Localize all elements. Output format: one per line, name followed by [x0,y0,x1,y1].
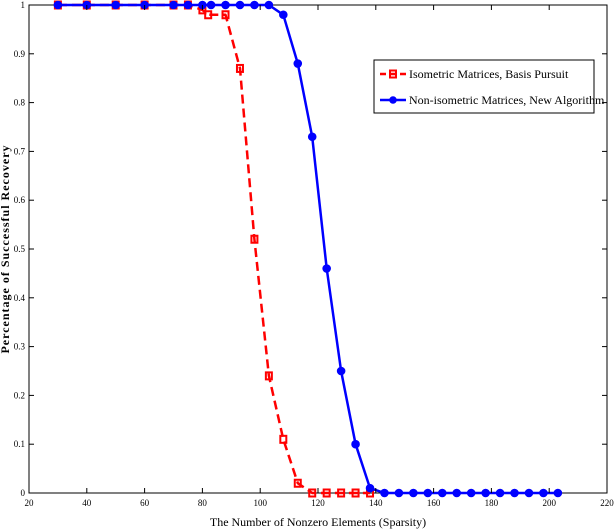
data-point-square [351,488,360,498]
data-point-circle [437,488,447,498]
x-tick-label: 100 [253,498,267,508]
x-tick-label: 40 [82,498,92,508]
legend-marker-square [389,69,397,79]
data-point-circle [394,488,404,498]
y-tick-label: 0.6 [14,195,26,205]
legend-label: Isometric Matrices, Basis Pursuit [409,67,569,81]
data-point-square [221,10,230,20]
x-tick-label: 80 [198,498,208,508]
y-tick-label: 0.3 [14,342,26,352]
y-tick-label: 0.4 [14,293,26,303]
data-point-circle [183,0,193,10]
x-tick-label: 140 [369,498,383,508]
data-point-circle [264,0,274,10]
data-point-circle [336,366,346,376]
data-point-circle [380,488,389,498]
data-point-circle [452,488,462,498]
data-point-circle [169,0,178,10]
y-tick-label: 0.2 [14,390,25,400]
x-tick-label: 220 [600,498,614,508]
legend-label: Non-isometric Matrices, New Algorithm [409,93,605,107]
data-point-circle [279,10,288,20]
data-point-square [337,488,346,498]
data-point-square [279,434,288,444]
axis-ticks: 20 40 60 80 100 120 140 160 180 200 220 0 0.1 0.2 0.3 0… [14,0,614,508]
data-point-circle [111,0,120,10]
y-tick-label: 0.8 [14,98,26,108]
data-point-circle [250,0,259,10]
data-point-circle [351,439,360,449]
data-point-square [293,478,302,488]
y-tick-label: 0.5 [14,244,26,254]
data-point-square [204,10,213,20]
legend-entry-isometric-basis-pursuit: Isometric Matrices, Basis Pursuit [380,67,569,81]
data-point-square [250,234,259,244]
x-tick-label: 200 [542,498,556,508]
x-tick-label: 20 [25,498,35,508]
data-point-circle [553,488,563,498]
data-point-square [235,63,244,73]
legend-entry-non-isometric-new-algorithm: Non-isometric Matrices, New Algorithm [380,93,605,107]
data-point-circle [221,0,230,10]
y-tick-label: 0.1 [14,439,25,449]
data-point-circle [510,488,519,498]
legend-box [373,59,595,114]
data-point-square [322,488,331,498]
data-point-circle [409,488,418,498]
x-tick-label: 180 [485,498,499,508]
data-point-circle [307,132,317,142]
x-axis-label: The Number of Nonzero Elements (Sparsity… [210,515,426,529]
x-tick-label: 60 [140,498,150,508]
data-point-square [264,371,273,381]
data-point-circle [365,483,375,493]
y-tick-label: 1 [21,0,26,10]
legend-marker-circle [389,96,397,104]
data-point-circle [53,0,63,10]
series-layer [53,0,563,498]
data-point-circle [524,488,534,498]
data-point-circle [466,488,476,498]
data-point-circle [423,488,433,498]
y-axis-label: Percentage of Successful Recovery [0,144,12,353]
legend: Isometric Matrices, Basis Pursuit Non-is… [373,59,605,114]
data-point-circle [293,59,303,68]
data-point-circle [235,0,245,10]
y-tick-label: 0 [21,488,26,498]
x-tick-label: 120 [311,498,325,508]
y-tick-label: 0.7 [14,146,26,156]
y-tick-label: 0.9 [14,49,26,59]
data-point-circle [539,488,548,498]
data-point-circle [481,488,490,498]
data-point-circle [495,488,505,498]
data-point-circle [206,0,216,10]
data-point-square [308,488,317,498]
data-point-circle [322,264,331,273]
x-tick-label: 160 [427,498,441,508]
